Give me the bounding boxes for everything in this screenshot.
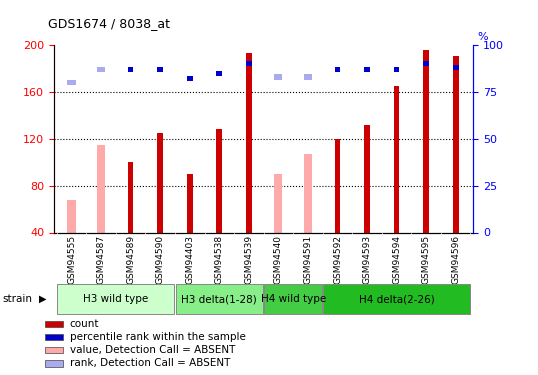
Bar: [45, 360, 63, 367]
Text: H3 wild type: H3 wild type: [83, 294, 148, 304]
Text: GDS1674 / 8038_at: GDS1674 / 8038_at: [48, 17, 171, 30]
Text: percentile rank within the sample: percentile rank within the sample: [69, 332, 245, 342]
Bar: [97, 67, 105, 72]
Bar: [274, 74, 282, 80]
Text: rank, Detection Call = ABSENT: rank, Detection Call = ABSENT: [69, 358, 230, 368]
FancyBboxPatch shape: [58, 284, 174, 314]
Bar: [453, 65, 458, 70]
Bar: [45, 347, 63, 354]
Text: strain: strain: [3, 294, 33, 304]
FancyBboxPatch shape: [175, 284, 263, 314]
Bar: [246, 53, 252, 232]
Text: count: count: [69, 319, 99, 329]
Bar: [158, 67, 163, 72]
Bar: [187, 174, 193, 232]
Bar: [335, 139, 341, 232]
Bar: [364, 67, 370, 72]
Bar: [394, 67, 399, 72]
Bar: [45, 321, 63, 327]
Text: H4 delta(2-26): H4 delta(2-26): [359, 294, 435, 304]
FancyBboxPatch shape: [264, 284, 322, 314]
Bar: [158, 133, 163, 232]
Text: value, Detection Call = ABSENT: value, Detection Call = ABSENT: [69, 345, 235, 355]
Bar: [423, 61, 429, 66]
Bar: [216, 70, 222, 76]
Bar: [67, 200, 76, 232]
Bar: [45, 334, 63, 340]
Bar: [423, 50, 429, 232]
Bar: [364, 124, 370, 232]
Text: ▶: ▶: [39, 294, 46, 304]
Text: %: %: [478, 32, 488, 42]
Bar: [274, 174, 282, 232]
Bar: [97, 145, 105, 232]
Text: H3 delta(1-28): H3 delta(1-28): [181, 294, 257, 304]
Bar: [67, 80, 76, 85]
Bar: [394, 86, 399, 232]
Bar: [304, 74, 312, 80]
FancyBboxPatch shape: [323, 284, 470, 314]
Bar: [335, 67, 341, 72]
Text: H4 wild type: H4 wild type: [260, 294, 326, 304]
Bar: [246, 61, 252, 66]
Bar: [453, 56, 458, 232]
Bar: [187, 76, 193, 81]
Bar: [128, 162, 133, 232]
Bar: [128, 67, 133, 72]
Bar: [216, 129, 222, 232]
Bar: [304, 154, 312, 232]
